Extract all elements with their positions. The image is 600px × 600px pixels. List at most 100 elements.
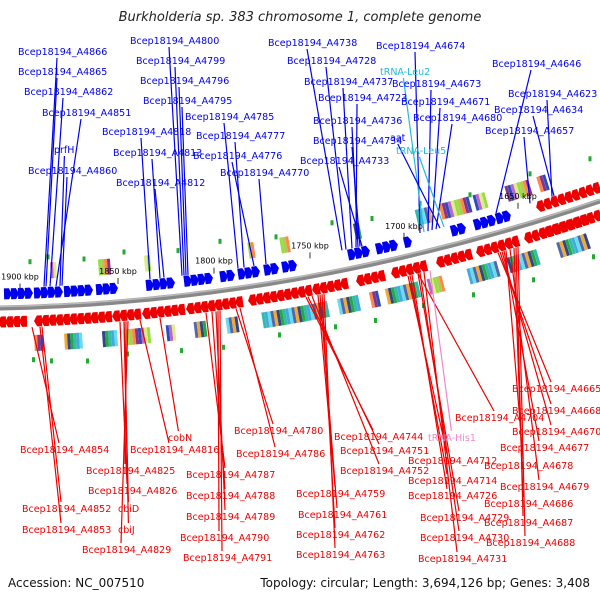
forward-gene-arrow bbox=[77, 285, 86, 297]
forward-feature-box bbox=[539, 175, 547, 192]
reverse-gene-arrow bbox=[572, 216, 582, 229]
reverse-feature-box bbox=[110, 330, 116, 347]
reverse-gene-arrow bbox=[177, 303, 186, 316]
forward-gene-arrow bbox=[449, 224, 459, 237]
reverse-feature-box bbox=[128, 328, 134, 346]
kbp-label: 1700 kbp bbox=[385, 222, 423, 231]
top-gene-label: Bcep18194_A4865 bbox=[18, 67, 107, 78]
top-gene-label: Bcep18194_A4728 bbox=[287, 56, 376, 67]
reverse-gene-arrow bbox=[363, 272, 373, 285]
small-feature-mark bbox=[28, 259, 32, 265]
top-gene-label: Bcep18194_A4634 bbox=[494, 105, 583, 116]
forward-feature-box bbox=[462, 197, 470, 214]
small-feature-mark bbox=[528, 171, 532, 177]
reverse-gene-arrow bbox=[297, 285, 306, 298]
reverse-gene-arrow bbox=[214, 299, 223, 311]
forward-gene-arrow bbox=[226, 269, 235, 282]
forward-gene-arrow bbox=[472, 218, 482, 231]
forward-gene-arrow bbox=[70, 285, 79, 297]
top-gene-label: Bcep18194_A4646 bbox=[492, 59, 581, 70]
forward-gene-arrow bbox=[166, 277, 175, 289]
leader-line bbox=[323, 293, 336, 549]
reverse-gene-arrow bbox=[412, 261, 422, 274]
forward-gene-arrow bbox=[95, 283, 104, 296]
forward-feature-box bbox=[143, 255, 149, 272]
bottom-gene-label: Bcep18194_A4854 bbox=[20, 445, 109, 456]
reverse-gene-arrow bbox=[544, 225, 554, 238]
reverse-feature-box bbox=[264, 311, 270, 328]
small-feature-mark bbox=[32, 357, 35, 363]
top-gene-label: Bcep18194_A4736 bbox=[313, 116, 402, 127]
forward-feature-box bbox=[279, 237, 285, 254]
bottom-gene-label: Bcep18194_A4791 bbox=[183, 553, 272, 564]
leader-line bbox=[139, 319, 170, 444]
leader-line bbox=[342, 87, 353, 249]
reverse-feature-box bbox=[580, 234, 588, 251]
reverse-gene-arrow bbox=[419, 260, 429, 272]
bottom-gene-label: Bcep18194_A4751 bbox=[340, 446, 429, 457]
reverse-feature-box bbox=[432, 276, 440, 294]
bottom-gene-label: Bcep18194_A4789 bbox=[186, 512, 275, 523]
bottom-gene-label: Bcep18194_A4787 bbox=[186, 470, 275, 481]
top-gene-label: Bcep18194_A4795 bbox=[143, 96, 232, 107]
reverse-feature-box bbox=[104, 330, 110, 347]
reverse-feature-box bbox=[565, 239, 573, 256]
reverse-gene-arrow bbox=[55, 314, 64, 326]
reverse-feature-box bbox=[435, 276, 443, 293]
small-feature-mark bbox=[592, 254, 595, 260]
forward-gene-arrow bbox=[263, 264, 272, 276]
forward-gene-arrow bbox=[84, 284, 93, 296]
leader-line bbox=[234, 141, 245, 268]
forward-gene-arrow bbox=[109, 282, 118, 295]
reverse-gene-arrow bbox=[551, 223, 561, 236]
reverse-gene-arrow bbox=[319, 281, 328, 294]
bottom-gene-label: Bcep18194_A4780 bbox=[234, 426, 323, 437]
bottom-gene-label: Bcep18194_A4670 bbox=[512, 427, 600, 438]
forward-feature-box bbox=[285, 236, 291, 253]
forward-feature-box bbox=[481, 192, 489, 209]
reverse-feature-box bbox=[171, 324, 177, 341]
small-feature-mark bbox=[86, 358, 89, 364]
kbp-label: 1900 kbp bbox=[1, 273, 39, 282]
reverse-feature-box bbox=[297, 306, 303, 323]
reverse-gene-arrow bbox=[511, 235, 521, 248]
kbp-label: 1650 kbp bbox=[499, 192, 537, 201]
leader-line bbox=[429, 270, 452, 432]
forward-gene-arrow bbox=[388, 239, 398, 252]
reverse-feature-box bbox=[354, 294, 362, 312]
reverse-feature-box bbox=[291, 307, 297, 324]
reverse-feature-box bbox=[562, 240, 570, 257]
reverse-feature-box bbox=[345, 296, 353, 314]
reverse-feature-box bbox=[113, 330, 119, 347]
forward-gene-arrow bbox=[219, 270, 228, 283]
forward-feature-box bbox=[516, 182, 524, 199]
reverse-feature-box bbox=[490, 261, 498, 278]
small-feature-mark bbox=[180, 348, 183, 354]
reverse-gene-arrow bbox=[133, 308, 142, 320]
reverse-gene-arrow bbox=[119, 309, 128, 322]
kbp-scale-marks: 1900 kbp 1850 kbp 1800 kbp 1750 kbp 1700 kbp… bbox=[1, 192, 537, 290]
small-feature-mark bbox=[370, 216, 374, 221]
forward-gene-arrow bbox=[204, 272, 213, 285]
reverse-feature-box bbox=[342, 297, 350, 314]
reverse-feature-box bbox=[67, 333, 71, 350]
forward-gene-arrow bbox=[145, 279, 154, 291]
forward-feature-box bbox=[507, 184, 515, 202]
forward-feature-box bbox=[475, 193, 483, 211]
reverse-feature-box bbox=[469, 267, 477, 284]
reverse-feature-box bbox=[165, 325, 171, 342]
reverse-gene-arrow bbox=[558, 220, 568, 233]
reverse-gene-arrow bbox=[276, 289, 285, 302]
forward-feature-box bbox=[53, 262, 57, 279]
reverse-gene-arrow bbox=[283, 288, 292, 301]
top-gene-label: Bcep18194_A4813 bbox=[113, 148, 202, 159]
forward-feature-box bbox=[97, 259, 103, 276]
reverse-gene-arrow bbox=[490, 241, 500, 254]
top-gene-label: Bcep18194_A4623 bbox=[508, 89, 597, 100]
bottom-gene-label: Bcep18194_A4763 bbox=[296, 550, 385, 561]
forward-gene-arrow bbox=[244, 267, 253, 279]
reverse-gene-arrow bbox=[536, 199, 546, 212]
reverse-gene-arrow bbox=[405, 263, 415, 276]
reverse-feature-box bbox=[146, 327, 152, 344]
reverse-gene-arrow bbox=[221, 298, 230, 310]
